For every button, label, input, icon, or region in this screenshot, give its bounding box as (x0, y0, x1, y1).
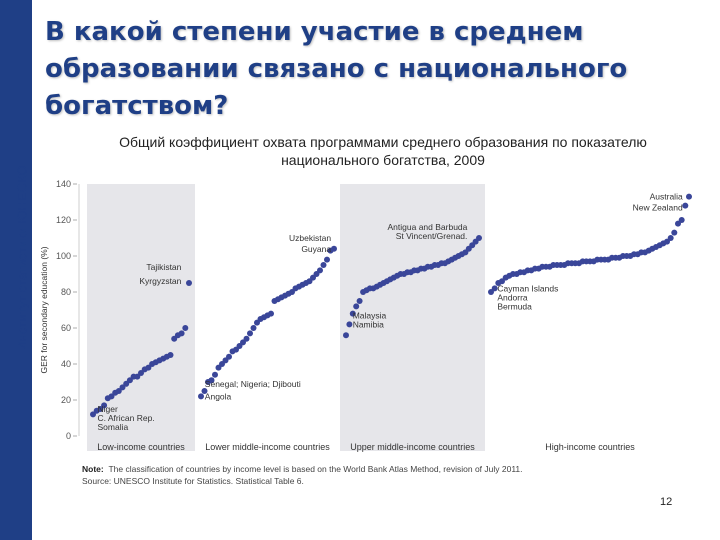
group-label-1: Lower middle-income countries (205, 442, 330, 452)
data-point (186, 280, 192, 286)
sidebar-label: Институт статистики ЮНЕСКО (14, 165, 30, 351)
data-point (90, 411, 96, 418)
group-panel-2 (340, 184, 485, 451)
note-source: Source: UNESCO Institute for Statistics.… (82, 476, 304, 486)
data-point (138, 370, 144, 376)
data-point (208, 377, 215, 384)
data-point (171, 335, 178, 342)
slide-title: В какой степени участие в среднем образо… (45, 17, 628, 121)
annotation-label: Uzbekistan (289, 233, 331, 243)
annotation-label: New Zealand (633, 202, 683, 212)
data-point (349, 310, 356, 317)
data-point (134, 373, 141, 380)
data-point (356, 298, 363, 304)
data-point (226, 353, 232, 360)
data-point (108, 393, 115, 400)
annotation-label: C. African Rep. (98, 413, 155, 423)
data-points (90, 193, 692, 418)
data-point (682, 202, 689, 209)
data-point (201, 388, 208, 394)
data-point (499, 278, 505, 285)
data-point (145, 364, 152, 371)
group-label-2: Upper middle-income countries (350, 442, 475, 452)
data-point (243, 335, 250, 342)
data-point (101, 402, 108, 409)
data-point (167, 352, 174, 358)
annotation-label: Cayman Islands (497, 283, 558, 293)
data-point (331, 245, 337, 252)
data-point (476, 235, 482, 241)
chart-subtitle: Общий коэффициент охвата программами сре… (119, 134, 647, 168)
annotation-label: Senegal; Nigeria; Djibouti (205, 379, 301, 389)
data-point (675, 220, 681, 227)
y-tick-label: 80 (61, 287, 71, 297)
annotation-label: Guyana (301, 244, 331, 254)
data-point (346, 321, 353, 328)
group-label-0: Low-income countries (97, 442, 185, 452)
annotation-label: Somalia (98, 422, 129, 432)
data-point (324, 256, 330, 263)
annotation-label: Namibia (353, 319, 384, 329)
data-point (667, 235, 674, 241)
y-tick-label: 100 (56, 251, 71, 261)
data-point (320, 262, 327, 268)
page-number: 12 (660, 496, 673, 508)
scatter-chart: 0 20 40 60 80 100 120 140 GER for secondary educ… (39, 179, 692, 452)
data-point (97, 406, 104, 412)
data-point (119, 384, 126, 391)
group-labels: Low-income countries Lower middle-income … (97, 442, 635, 452)
group-panels (87, 184, 485, 451)
data-point (182, 325, 189, 331)
data-point (353, 303, 360, 310)
y-tick-label: 20 (61, 395, 71, 405)
y-tick-label: 40 (61, 359, 71, 369)
data-point (268, 310, 274, 317)
data-point (178, 330, 185, 337)
annotation-label: Tajikistan (146, 262, 181, 272)
y-tick-label: 60 (61, 323, 71, 333)
annotation-label: St Vincent/Grenad. (396, 231, 468, 241)
data-point (212, 371, 218, 378)
annotation-label: Bermuda (497, 301, 532, 311)
data-point (343, 332, 349, 339)
data-point (488, 289, 494, 295)
data-point (317, 267, 323, 274)
data-point (198, 393, 204, 400)
annotation-label: Niger (98, 404, 118, 414)
y-tick-label: 140 (56, 179, 71, 189)
data-point (247, 330, 253, 337)
annotation-label: Kyrgyzstan (139, 276, 181, 286)
side-bar: Институт статистики ЮНЕСКО (0, 0, 32, 540)
y-tick-label: 0 (66, 431, 71, 441)
annotation-label: Australia (650, 192, 683, 202)
note-label: Note: (82, 464, 104, 474)
y-axis: 0 20 40 60 80 100 120 140 GER for secondary educ… (39, 179, 80, 441)
data-point (664, 238, 670, 245)
note-text: The classification of countries by incom… (108, 464, 523, 474)
annotation-label: Andorra (497, 292, 528, 302)
data-point (115, 388, 122, 394)
y-tick-label: 120 (56, 215, 71, 225)
annotation-label: Malaysia (353, 310, 387, 320)
annotation-label: Angola (205, 391, 232, 401)
group-label-3: High-income countries (545, 442, 635, 452)
chart-note: Note: The classification of countries by… (82, 463, 523, 487)
data-point (686, 193, 692, 200)
data-point (126, 377, 133, 384)
y-axis-label: GER for secondary education (%) (39, 246, 49, 373)
data-point (678, 217, 685, 223)
data-point (491, 285, 498, 292)
annotation-label: Antigua and Barbuda (388, 222, 468, 232)
data-point (250, 325, 257, 331)
data-point (123, 380, 130, 387)
data-point (671, 229, 678, 236)
